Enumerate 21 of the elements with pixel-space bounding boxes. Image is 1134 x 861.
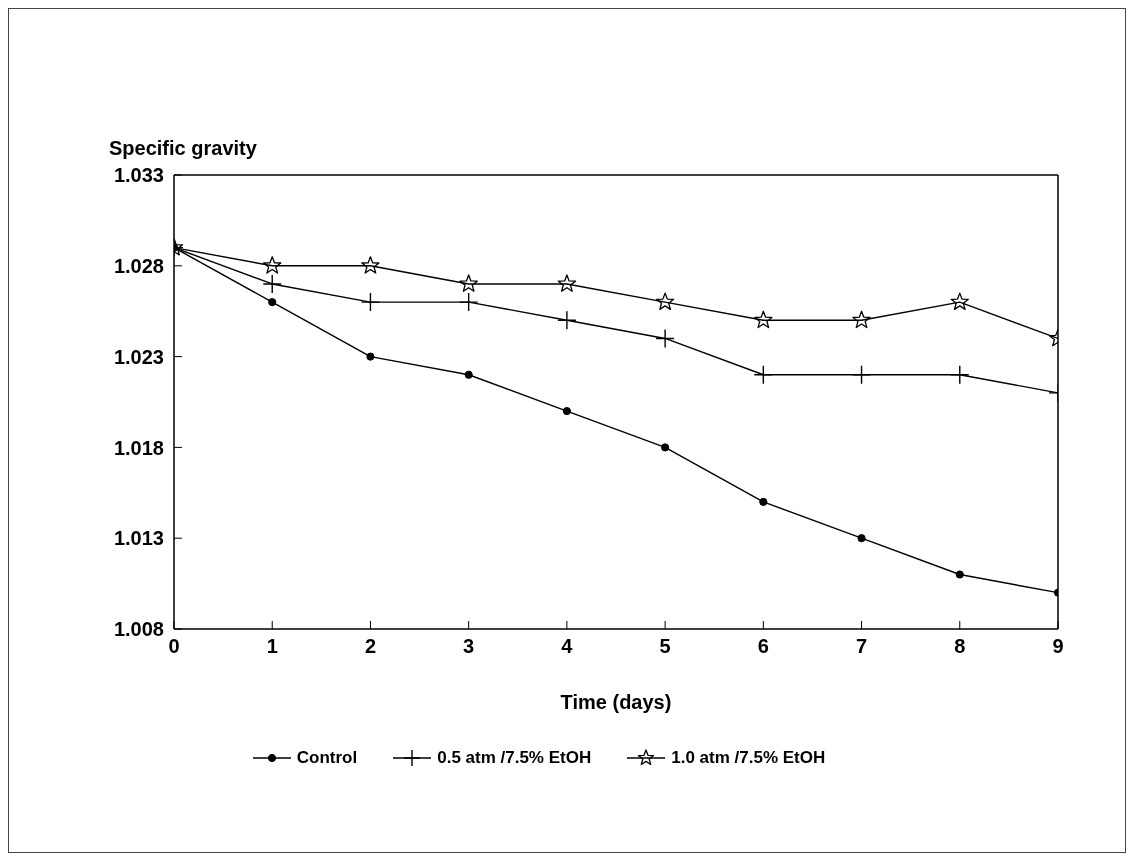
x-tick-label: 5 [659, 635, 671, 658]
x-tick-label: 1 [266, 635, 278, 658]
x-tick-label: 0 [168, 635, 180, 658]
x-tick-label: 3 [463, 635, 475, 658]
x-tick-label: 9 [1052, 635, 1064, 658]
x-tick-label: 8 [954, 635, 966, 658]
y-tick-label: 1.023 [113, 345, 164, 368]
x-tick-label: 7 [855, 635, 868, 658]
y-axis-title: Specific gravity [109, 137, 257, 160]
y-tick-label: 1.018 [113, 436, 164, 459]
x-tick-label: 6 [757, 635, 769, 658]
x-axis-title: Time (days) [560, 691, 672, 713]
x-tick-label: 4 [561, 635, 574, 658]
legend-label: 1.0 atm /7.5% EtOH [670, 747, 826, 769]
legend-label: 0.5 atm /7.5% EtOH [436, 747, 592, 769]
y-tick-label: 1.008 [113, 618, 164, 641]
x-tick-label: 2 [364, 635, 377, 658]
y-tick-label: 1.033 [113, 164, 164, 187]
legend-label: Control [295, 747, 358, 769]
y-tick-label: 1.028 [113, 254, 164, 277]
y-tick-label: 1.013 [113, 527, 164, 550]
